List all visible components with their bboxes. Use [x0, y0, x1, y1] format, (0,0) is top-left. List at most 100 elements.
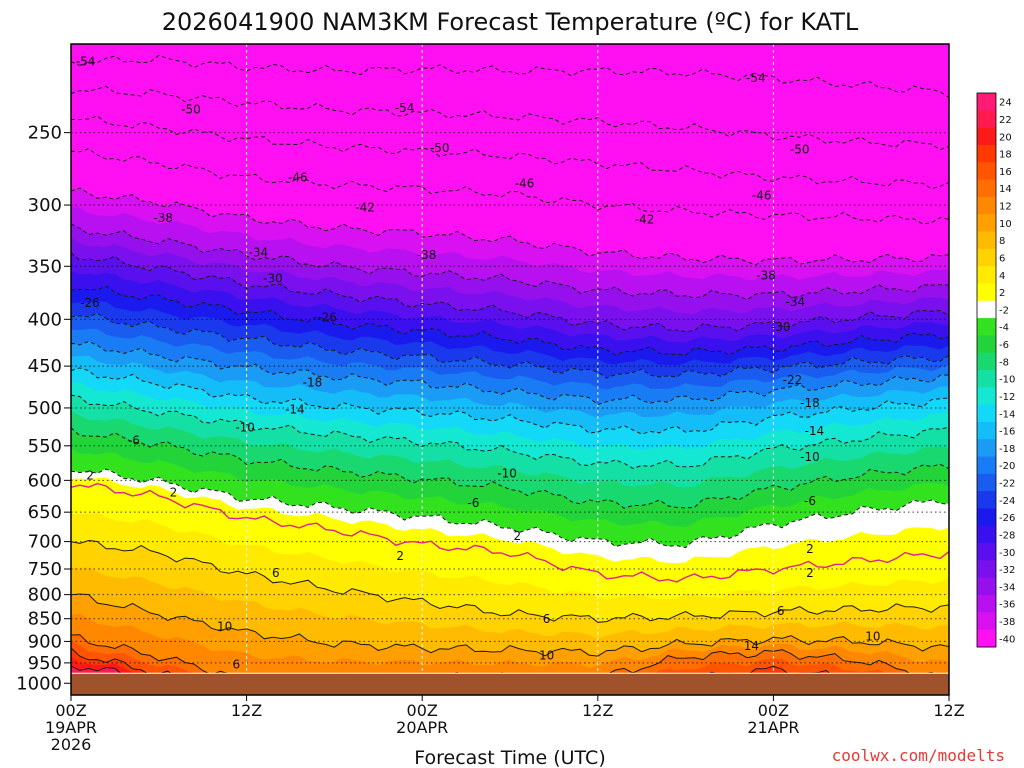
colorbar-swatch	[977, 231, 996, 250]
contour-label: -34	[249, 245, 269, 259]
contour-label: -54	[746, 71, 766, 85]
contour-label: 2	[170, 486, 178, 500]
time-gridlines	[246, 44, 774, 695]
contour-label: -30	[263, 272, 283, 286]
y-tick-label: 250	[28, 123, 62, 144]
colorbar-swatch	[977, 595, 996, 613]
colorbar-swatch	[977, 196, 996, 215]
colorbar-swatch	[977, 179, 996, 198]
plot-area: -54-54-54-50-50 -50-46 -46-46-42-42-38-38-…	[71, 44, 949, 695]
isotherm-line	[71, 148, 949, 225]
contour-label: -42	[635, 212, 655, 226]
colorbar-label: -10	[999, 375, 1015, 386]
y-tick-label: 650	[28, 502, 62, 523]
colorbar-label: -16	[999, 427, 1015, 438]
colorbar-label: 10	[999, 219, 1012, 230]
y-tick-label: 450	[28, 356, 62, 377]
y-tick-label: 850	[28, 609, 62, 630]
colorbar-label: 12	[999, 202, 1012, 213]
x-tick-label: 19APR	[45, 718, 97, 737]
colorbar-label: 6	[999, 253, 1005, 264]
x-tick-label: 12Z	[933, 701, 964, 720]
isotherm-line	[71, 394, 949, 469]
contour-label: -50	[181, 103, 201, 117]
colorbar-legend: 24 22 20 18 16 14 12 10 8 6 4 2 -2 -4 -6 -8 -10 -12 -14 -16…	[976, 92, 1015, 648]
contour-labels: -54-54-54-50-50 -50-46 -46-46-42-42-38-38-…	[76, 54, 881, 671]
colorbar-label: -32	[999, 565, 1015, 576]
isotherm-line	[71, 187, 949, 266]
y-tick-label: 400	[28, 309, 62, 330]
colorbar-label: 4	[999, 271, 1005, 282]
ground-layer	[71, 673, 949, 695]
x-axis-label: Forecast Time (UTC)	[414, 747, 605, 768]
contour-label: -10	[497, 467, 517, 481]
contour-label: -14	[805, 424, 825, 438]
colorbar-swatch	[977, 491, 996, 509]
colorbar-label: 8	[999, 236, 1005, 247]
y-tick-label: 600	[28, 470, 62, 491]
y-tick-label: 300	[28, 195, 62, 216]
contour-label: -34	[786, 295, 806, 309]
contour-label: -26	[80, 296, 100, 310]
colorbar-label: -24	[999, 496, 1015, 507]
colorbar-label: 20	[999, 132, 1012, 143]
colorbar-label: -30	[999, 548, 1015, 559]
isotherm-line	[71, 482, 949, 583]
colorbar-label: -38	[999, 617, 1015, 628]
colorbar-label: 22	[999, 115, 1012, 126]
colorbar-label: -18	[999, 444, 1015, 455]
y-tick-label: 800	[28, 585, 62, 606]
contour-label: -6	[467, 496, 479, 510]
colorbar-swatch	[977, 93, 996, 111]
colorbar-swatch	[977, 248, 996, 267]
colorbar-label: -4	[999, 323, 1009, 334]
contour-label: -18	[800, 396, 820, 410]
colorbar-swatch	[977, 110, 996, 129]
y-tick-label: 900	[28, 631, 62, 652]
colorbar-label: 24	[999, 98, 1012, 109]
contour-label: 2	[396, 549, 404, 563]
contour-label: -54	[395, 101, 415, 115]
colorbar-swatch	[977, 543, 996, 561]
y-tick-label: 350	[28, 256, 62, 277]
x-tick-label: 20APR	[396, 718, 448, 737]
isotherm-line	[71, 340, 949, 406]
x-tick-label: 2026	[51, 735, 92, 754]
colorbar-label: -6	[999, 340, 1009, 351]
isotherm-line	[71, 367, 949, 435]
y-tick-label: 750	[28, 559, 62, 580]
isotherm-line	[71, 223, 949, 301]
colorbar-swatch	[977, 421, 996, 440]
y-tick-label: 700	[28, 532, 62, 553]
colorbar-swatch	[977, 508, 996, 527]
contour-label: -46	[288, 171, 308, 185]
contour-label: 6	[543, 612, 551, 626]
colorbar-frame	[976, 92, 997, 648]
x-tick-label: 12Z	[231, 701, 262, 720]
colorbar-swatch	[977, 144, 996, 163]
isotherm-line	[71, 54, 949, 99]
colorbar-swatch	[977, 560, 996, 579]
contour-label: -18	[303, 376, 323, 390]
contour-label: -10	[800, 450, 820, 464]
colorbar-swatch	[977, 283, 996, 302]
colorbar-label: -36	[999, 600, 1015, 611]
colorbar-swatch	[977, 300, 996, 319]
colorbar-label: -26	[999, 513, 1015, 524]
x-tick-label: 21APR	[747, 718, 799, 737]
colorbar-swatch	[977, 266, 996, 284]
colorbar-label: -8	[999, 357, 1009, 368]
x-tick-label: 00Z	[758, 701, 789, 720]
isotherm-line	[71, 115, 949, 190]
colorbar-label: -22	[999, 479, 1015, 490]
contour-label: 2	[513, 529, 521, 543]
colorbar-swatch	[977, 456, 996, 475]
x-tick-label: 00Z	[407, 701, 438, 720]
credit-link[interactable]: coolwx.com/modelts	[832, 746, 1005, 765]
colorbar-swatch	[977, 473, 996, 492]
y-tick-label: 500	[28, 398, 62, 419]
colorbar-swatch	[977, 577, 996, 596]
colorbar-label: 18	[999, 150, 1012, 161]
